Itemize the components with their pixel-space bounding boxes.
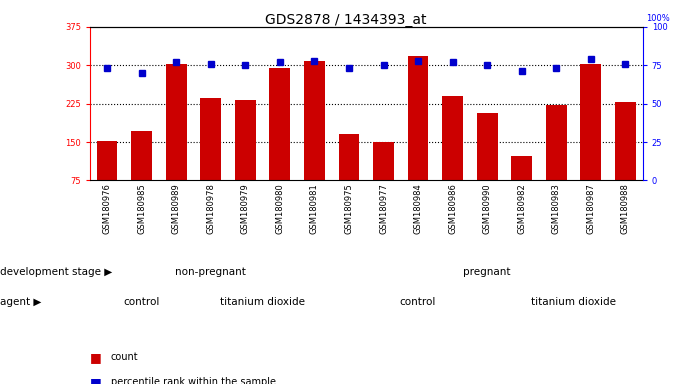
Text: 100%: 100% xyxy=(646,14,670,23)
Text: ■: ■ xyxy=(90,351,102,364)
Bar xyxy=(97,141,117,180)
Bar xyxy=(235,100,256,180)
Bar xyxy=(131,131,152,180)
Text: pregnant: pregnant xyxy=(464,266,511,277)
Bar xyxy=(511,156,532,180)
Bar xyxy=(477,113,498,180)
Bar xyxy=(339,134,359,180)
Bar xyxy=(200,98,221,180)
Bar xyxy=(269,68,290,180)
Text: count: count xyxy=(111,352,138,362)
Bar xyxy=(615,102,636,180)
Text: control: control xyxy=(400,297,436,308)
Text: GDS2878 / 1434393_at: GDS2878 / 1434393_at xyxy=(265,13,426,27)
Text: control: control xyxy=(124,297,160,308)
Text: development stage ▶: development stage ▶ xyxy=(0,266,112,277)
Bar xyxy=(373,142,394,180)
Bar xyxy=(304,61,325,180)
Text: percentile rank within the sample: percentile rank within the sample xyxy=(111,377,276,384)
Bar xyxy=(442,96,463,180)
Text: ■: ■ xyxy=(90,376,102,384)
Bar xyxy=(580,64,601,180)
Text: non-pregnant: non-pregnant xyxy=(176,266,246,277)
Text: titanium dioxide: titanium dioxide xyxy=(531,297,616,308)
Bar xyxy=(166,64,187,180)
Bar xyxy=(546,105,567,180)
Text: agent ▶: agent ▶ xyxy=(0,297,41,308)
Text: titanium dioxide: titanium dioxide xyxy=(220,297,305,308)
Bar xyxy=(408,56,428,180)
